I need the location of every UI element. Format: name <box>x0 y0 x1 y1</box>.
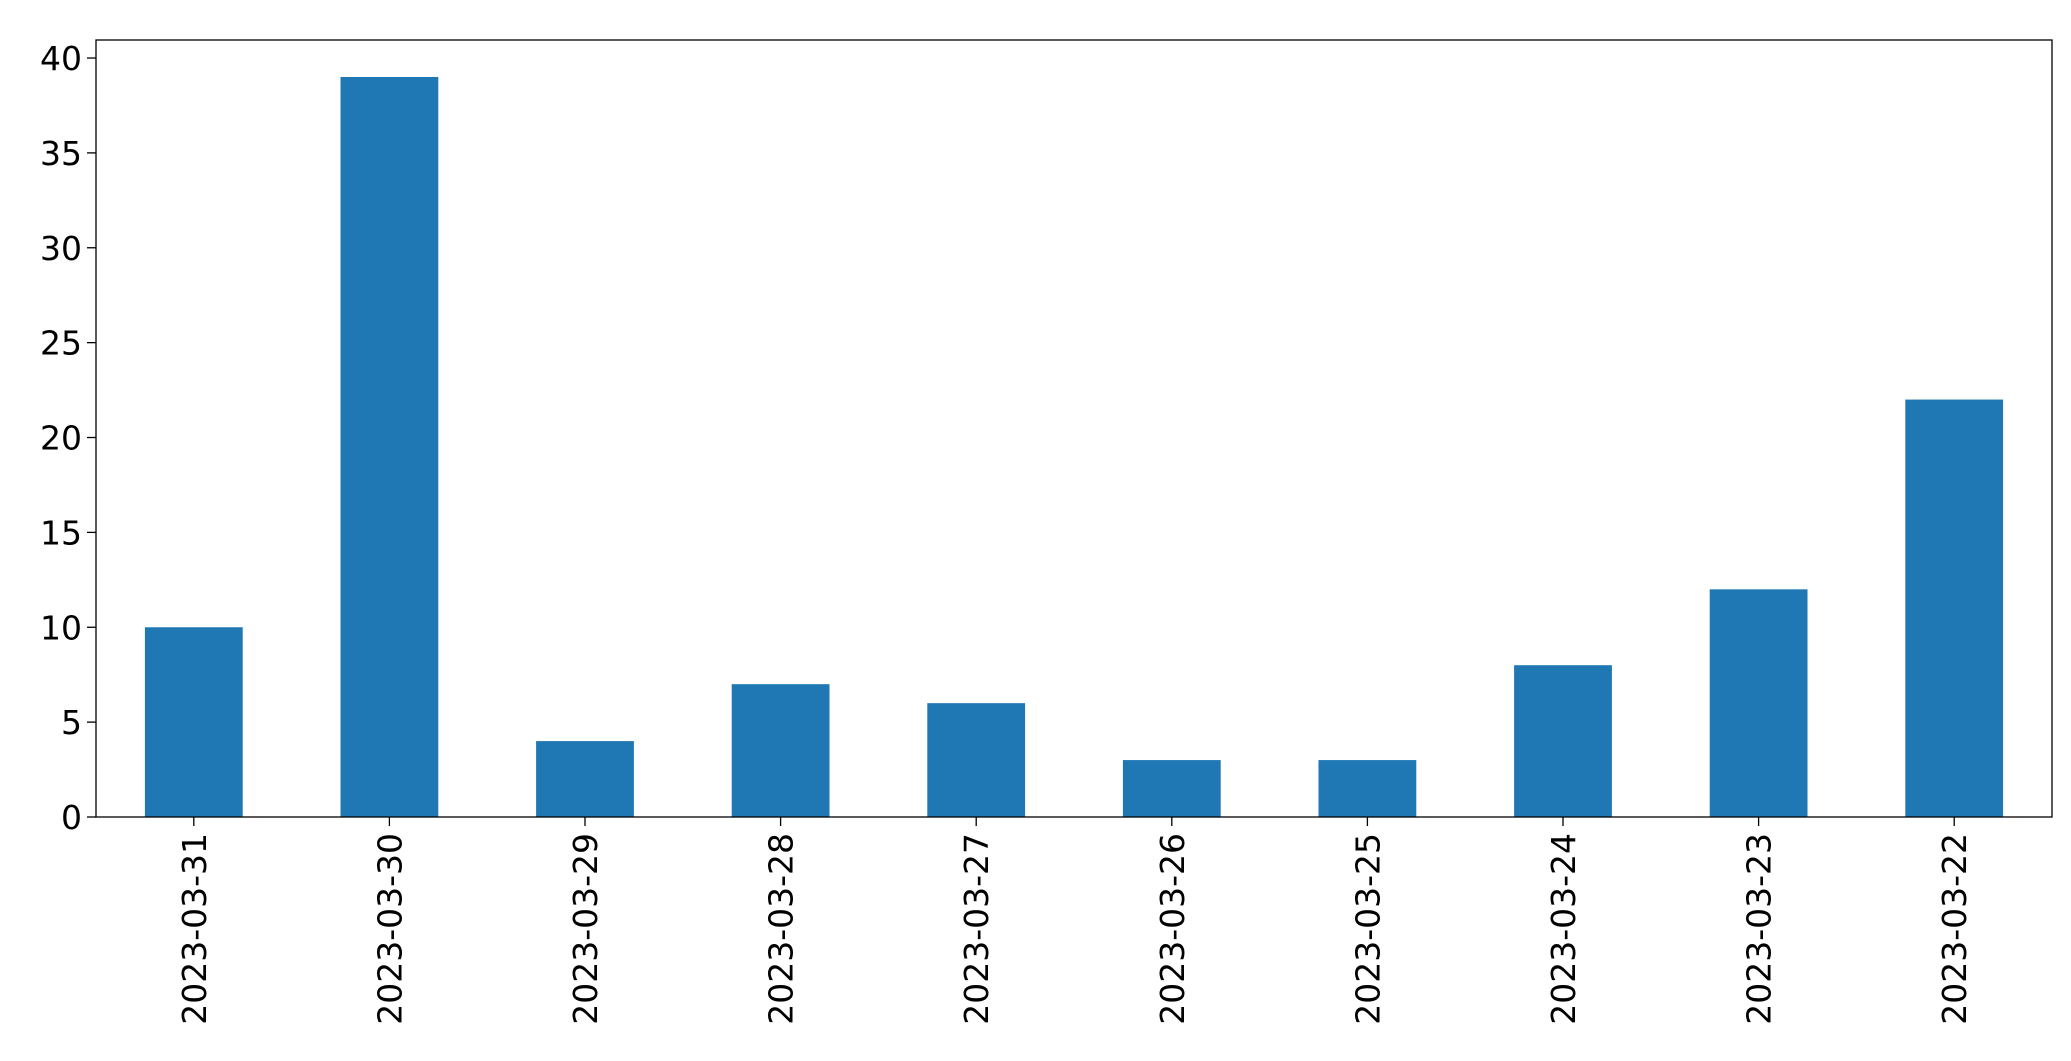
x-tick-label: 2023-03-24 <box>1544 833 1583 1025</box>
x-tick-label: 2023-03-26 <box>1153 833 1192 1025</box>
bar <box>927 703 1026 817</box>
y-tick-label: 25 <box>40 324 82 363</box>
y-tick-label: 5 <box>61 703 82 742</box>
y-tick-label: 10 <box>40 608 82 647</box>
bar <box>1514 665 1612 817</box>
x-tick-label: 2023-03-22 <box>1935 833 1974 1025</box>
x-tick-label: 2023-03-30 <box>370 833 409 1025</box>
bar <box>731 684 830 817</box>
y-tick-label: 20 <box>40 419 82 458</box>
x-tick-label: 2023-03-28 <box>762 833 801 1025</box>
y-tick-label: 30 <box>40 229 82 268</box>
y-tick-label: 0 <box>61 798 82 837</box>
y-tick-label: 35 <box>40 134 82 173</box>
axes-frame <box>95 39 2053 818</box>
bar <box>1318 760 1417 817</box>
x-tick-label: 2023-03-31 <box>175 833 214 1025</box>
y-tick-label: 15 <box>40 513 82 552</box>
y-tick-label: 40 <box>40 39 82 78</box>
bar <box>1122 760 1221 817</box>
x-tick-label: 2023-03-23 <box>1740 833 1779 1025</box>
bar <box>1905 399 2004 817</box>
bar <box>536 741 634 817</box>
bar <box>1709 589 1808 817</box>
x-tick-label: 2023-03-27 <box>957 833 996 1025</box>
x-tick-label: 2023-03-25 <box>1348 833 1387 1025</box>
x-tick-label: 2023-03-29 <box>566 833 605 1025</box>
bar <box>340 77 439 817</box>
bar <box>144 627 243 817</box>
